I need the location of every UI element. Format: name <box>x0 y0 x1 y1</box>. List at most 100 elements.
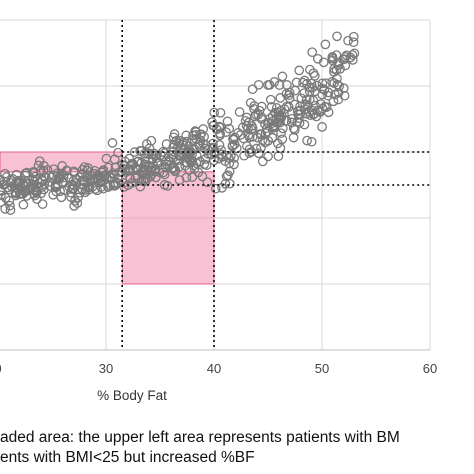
data-point <box>159 169 170 180</box>
data-point <box>294 65 305 76</box>
data-point <box>257 135 268 146</box>
data-point <box>72 198 83 208</box>
data-point <box>345 52 356 63</box>
data-point <box>317 89 328 100</box>
data-point <box>257 156 268 167</box>
data-point <box>288 132 299 143</box>
data-point <box>334 81 345 92</box>
data-point <box>37 199 48 209</box>
data-point <box>190 126 201 136</box>
data-point <box>312 80 322 91</box>
data-point <box>294 113 304 123</box>
data-point <box>217 182 227 193</box>
data-point <box>312 53 323 64</box>
data-point <box>0 204 11 214</box>
data-point <box>277 123 288 134</box>
data-point <box>120 165 131 175</box>
caption-line-2: ents with BMI<25 but increased %BF <box>0 449 255 466</box>
data-point <box>241 112 252 123</box>
x-tick-label: 40 <box>207 361 221 376</box>
data-point <box>311 111 322 122</box>
data-point <box>169 129 180 139</box>
data-point <box>216 145 227 155</box>
data-point <box>330 89 340 100</box>
data-point <box>208 138 218 149</box>
data-point <box>85 170 96 181</box>
data-point <box>92 173 102 183</box>
data-point <box>0 168 10 179</box>
data-point <box>234 107 245 117</box>
data-point <box>328 96 339 107</box>
data-point <box>215 107 226 118</box>
data-point <box>229 159 239 170</box>
data-point <box>5 205 16 215</box>
data-point <box>300 99 311 109</box>
data-point <box>222 150 232 161</box>
data-point <box>103 182 114 192</box>
data-point <box>307 47 318 58</box>
data-point <box>215 130 225 141</box>
data-point <box>276 128 286 139</box>
data-point <box>309 70 320 81</box>
x-axis-title: % Body Fat <box>97 388 167 403</box>
data-point <box>14 189 25 200</box>
data-point <box>112 173 123 184</box>
data-points <box>0 31 360 215</box>
data-point <box>265 94 276 105</box>
data-point <box>228 134 238 144</box>
data-point <box>347 55 358 65</box>
data-point <box>142 173 153 184</box>
data-point <box>140 153 151 163</box>
data-point <box>36 188 47 199</box>
data-point <box>294 118 305 128</box>
data-point <box>125 173 135 184</box>
data-point <box>273 151 284 162</box>
data-point <box>275 93 286 103</box>
data-point <box>158 167 169 178</box>
data-point <box>220 156 231 166</box>
data-point <box>187 149 197 159</box>
data-point <box>57 161 68 171</box>
data-point <box>244 144 255 155</box>
data-point <box>136 146 147 156</box>
data-point <box>33 160 44 171</box>
data-point <box>260 137 270 148</box>
data-point <box>0 186 6 196</box>
data-point <box>65 187 76 198</box>
data-point <box>132 157 142 167</box>
data-point <box>22 167 32 178</box>
data-point <box>347 50 358 60</box>
data-point <box>225 151 236 161</box>
data-point <box>193 167 204 178</box>
data-point <box>291 77 302 88</box>
data-point <box>171 154 182 164</box>
data-point <box>210 183 221 194</box>
data-point <box>52 179 63 190</box>
data-point <box>266 102 277 112</box>
data-point <box>314 106 325 117</box>
data-point <box>126 159 137 169</box>
data-point <box>304 107 315 117</box>
data-point <box>290 85 300 96</box>
reference-lines <box>121 20 430 350</box>
data-point <box>348 31 359 42</box>
data-point <box>299 88 310 98</box>
x-tick-label: 30 <box>99 361 113 376</box>
data-point <box>174 175 185 185</box>
data-point <box>235 130 246 140</box>
data-point <box>275 117 285 128</box>
data-point <box>302 135 312 146</box>
data-point <box>295 105 305 116</box>
data-point <box>199 159 210 170</box>
data-point <box>277 134 288 145</box>
x-tick-label: 50 <box>315 361 329 376</box>
x-tick-labels: 0 30 40 50 60 <box>0 361 437 376</box>
data-point <box>304 82 315 93</box>
data-point <box>306 136 317 147</box>
x-tick-label: 0 <box>0 361 2 376</box>
data-point <box>202 177 213 188</box>
data-point <box>299 119 310 130</box>
data-point <box>242 141 252 151</box>
data-point <box>288 123 299 134</box>
